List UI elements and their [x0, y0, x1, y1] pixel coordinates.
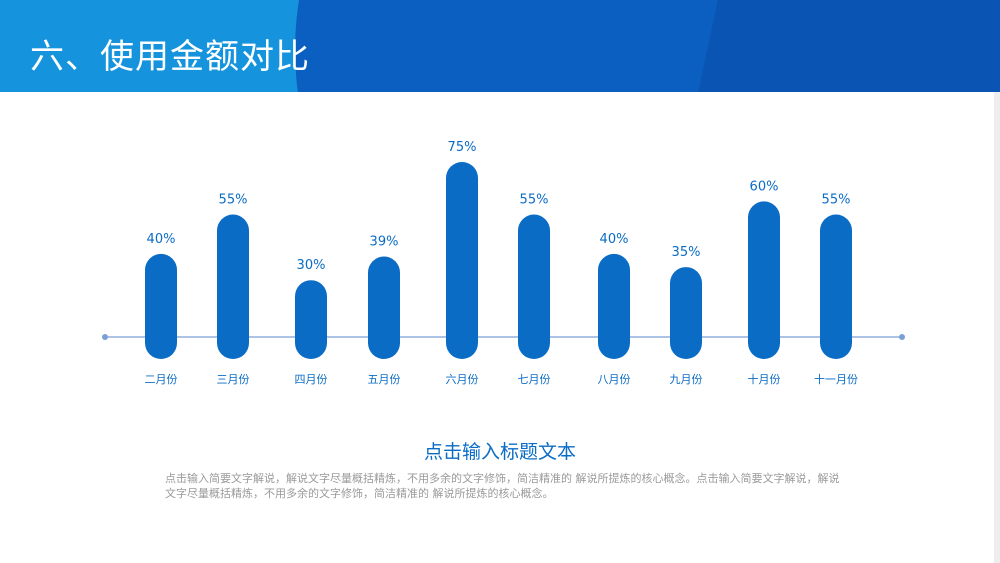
- data-label: 39%: [370, 235, 399, 250]
- chart-subtitle: 点击输入标题文本: [423, 441, 576, 463]
- bar: [145, 253, 177, 359]
- data-label: 40%: [600, 232, 629, 247]
- data-label: 55%: [520, 193, 549, 208]
- bar: [368, 256, 400, 359]
- category-label: 九月份: [670, 373, 703, 386]
- category-label: 十一月份: [814, 372, 858, 386]
- category-label: 十月份: [748, 372, 781, 386]
- category-label: 六月份: [446, 373, 479, 386]
- data-label: 40%: [147, 232, 176, 247]
- axis-endpoint-left: [102, 334, 108, 340]
- category-label: 三月份: [217, 373, 250, 386]
- header-decoration-right: [683, 0, 1000, 92]
- bar: [518, 214, 550, 359]
- category-label: 七月份: [518, 373, 551, 386]
- right-edge-strip: [994, 92, 1000, 563]
- bar: [446, 162, 478, 359]
- bar: [598, 253, 630, 359]
- data-label: 35%: [672, 245, 701, 260]
- data-label: 55%: [822, 193, 851, 208]
- page-title: 六、使用金额对比: [30, 37, 310, 77]
- bar: [748, 201, 780, 359]
- bar: [670, 267, 702, 359]
- data-label: 30%: [297, 258, 326, 273]
- data-label: 75%: [448, 140, 477, 155]
- data-label: 55%: [219, 193, 248, 208]
- bar: [295, 280, 327, 359]
- description-text: 点击输入简要文字解说，解说文字尽量概括精炼，不用多余的文字修饰，简洁精准的 解说…: [165, 472, 840, 500]
- header-banner: 六、使用金额对比: [0, 0, 1000, 92]
- category-label: 八月份: [598, 373, 631, 386]
- category-label: 五月份: [368, 373, 401, 386]
- category-label: 二月份: [145, 373, 178, 386]
- data-label: 60%: [750, 179, 779, 194]
- bar-chart: 40% 二月份 55% 三月份 30% 四月份 39% 五月份 75% 六月份 55% 七月份 40% 八…: [102, 140, 905, 386]
- bar: [820, 214, 852, 359]
- axis-endpoint-right: [899, 334, 905, 340]
- category-label: 四月份: [295, 373, 328, 386]
- bar: [217, 214, 249, 359]
